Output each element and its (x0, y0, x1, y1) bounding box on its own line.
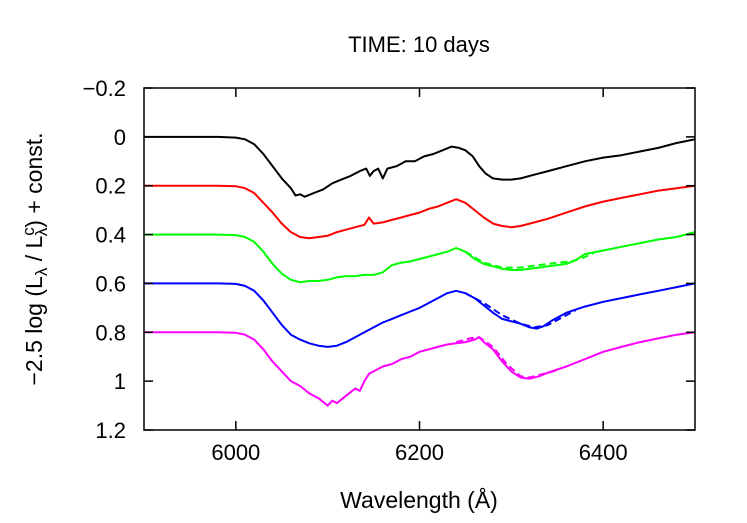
y-axis-title-sub1: λ (32, 267, 51, 276)
y-axis-title-suffix: ) + const. (21, 132, 47, 227)
series-line-1 (144, 184, 696, 240)
y-axis-title-mid: / L (21, 236, 47, 268)
series-line-7-dashed (455, 336, 558, 379)
y-axis-title-prefix: −2.5 log (L (21, 276, 47, 386)
series-line-6 (144, 331, 696, 407)
tick-layer: 6000 6200 6400 −0.2 0 0.2 0.4 0.6 0.8 1 1.2 (83, 76, 695, 465)
y-tick-label-3: 0.4 (95, 223, 126, 248)
series-layer (144, 135, 696, 407)
x-tick-label-2: 6400 (579, 440, 628, 465)
x-axis-title: Wavelength (Å) (340, 486, 498, 513)
chart-title: TIME: 10 days (348, 32, 490, 57)
y-axis-title: −2.5 log (Lλ / Lcλ) + const. (19, 132, 50, 385)
series-line-5-dashed (464, 292, 577, 329)
y-tick-label-2: 0.2 (95, 174, 126, 199)
series-line-0 (144, 135, 696, 198)
y-tick-label-4: 0.6 (95, 271, 126, 296)
y-tick-label-1: 0 (114, 125, 126, 150)
x-tick-label-0: 6000 (211, 440, 260, 465)
y-tick-label-5: 0.8 (95, 320, 126, 345)
y-axis-title-sub2: λ (32, 227, 51, 236)
series-line-2 (144, 231, 696, 284)
y-tick-label-0: −0.2 (83, 76, 126, 101)
y-tick-label-7: 1.2 (95, 418, 126, 443)
y-axis-title-sup: c (19, 227, 38, 236)
series-line-3-dashed (464, 250, 595, 269)
x-tick-label-1: 6200 (395, 440, 444, 465)
series-line-4 (144, 282, 696, 348)
y-tick-label-6: 1 (114, 369, 126, 394)
